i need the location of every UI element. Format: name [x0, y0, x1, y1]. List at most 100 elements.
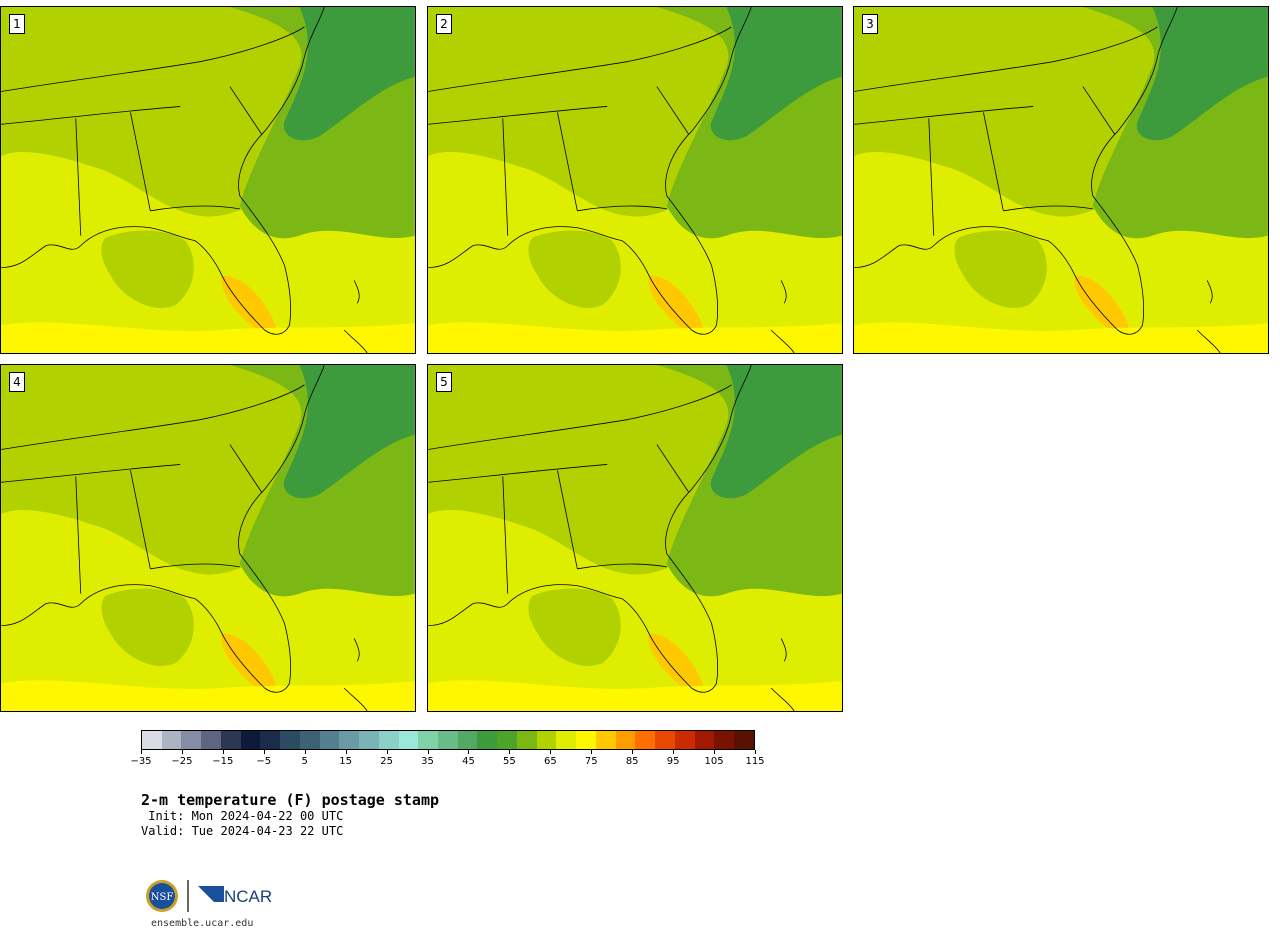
nsf-ncar-logo-icon: NSF NCAR	[146, 880, 272, 912]
temperature-map	[428, 7, 842, 353]
boundary-line	[557, 112, 578, 211]
colorbar-swatch	[457, 731, 478, 749]
stamp-panel-2: 2	[427, 6, 843, 354]
colorbar-tick	[263, 750, 265, 754]
colorbar-tick	[632, 750, 634, 754]
colorbar-tick-label: −35	[130, 756, 152, 767]
boundary-line	[150, 205, 240, 212]
colorbar-tick	[673, 750, 675, 754]
colorbar-ticks: −35 −25 −15 −5 5 15 25 35 45 55 65 75 85 95 105 115	[130, 750, 765, 774]
colorbar-swatch	[674, 731, 695, 749]
boundary-line	[1206, 280, 1213, 304]
colorbar-tick-label: 75	[584, 756, 598, 767]
colorbar-tick	[714, 750, 716, 754]
boundary-line	[1082, 86, 1116, 135]
temperature-map	[854, 7, 1268, 353]
boundary-line	[557, 470, 578, 569]
boundary-line	[75, 476, 82, 594]
temperature-region	[710, 7, 842, 141]
colorbar-swatch	[438, 731, 458, 749]
boundary-line	[1003, 205, 1093, 212]
boundary-line	[428, 7, 752, 335]
boundary-line	[229, 86, 263, 135]
ncar-logo-text: NCAR	[224, 887, 272, 906]
colorbar-swatch	[497, 731, 517, 749]
colorbar-swatch	[694, 731, 715, 749]
colorbar-swatch	[734, 731, 754, 749]
colorbar-swatch	[418, 731, 439, 749]
boundary-line	[428, 26, 732, 92]
colorbar-tick	[550, 750, 552, 754]
boundary-line	[130, 470, 151, 569]
panel-number-label: 2	[436, 14, 452, 34]
boundary-line	[1, 106, 181, 125]
temperature-region	[221, 633, 276, 694]
colorbar-swatch	[161, 731, 182, 749]
colorbar-tick-label: 115	[745, 756, 765, 767]
boundary-line	[656, 444, 690, 493]
boundary-line	[229, 444, 263, 493]
boundary-line	[928, 118, 935, 236]
boundary-line	[75, 118, 82, 236]
colorbar-tick	[591, 750, 593, 754]
colorbar-swatch	[378, 731, 399, 749]
colorbar-tick	[304, 750, 306, 754]
colorbar-tick-label: 25	[380, 756, 393, 767]
colorbar-swatch	[339, 731, 360, 749]
colorbar-tick-label: 45	[462, 756, 475, 767]
boundary-line	[353, 638, 360, 662]
boundary-line	[1196, 329, 1221, 353]
boundary-line	[1, 384, 305, 450]
boundary-line	[502, 118, 509, 236]
temperature-map	[1, 7, 415, 353]
boundary-line	[1, 26, 305, 92]
temperature-map	[1, 365, 415, 711]
boundary-line	[428, 365, 752, 693]
boundary-line	[428, 106, 608, 125]
colorbar-swatch	[240, 731, 261, 749]
stamp-panel-3: 3	[853, 6, 1269, 354]
boundary-line	[428, 384, 732, 450]
colorbar-swatch	[201, 731, 221, 749]
colorbar-tick	[345, 750, 347, 754]
boundary-line	[150, 563, 240, 570]
temperature-region	[1, 322, 415, 353]
temperature-region	[648, 275, 703, 336]
colorbar-swatch	[299, 731, 320, 749]
colorbar-swatch	[615, 731, 636, 749]
temperature-region	[221, 275, 276, 336]
boundary-line	[1, 7, 325, 335]
colorbar-swatch	[477, 731, 498, 749]
boundary-line	[1, 365, 325, 693]
colorbar-swatch	[181, 731, 202, 749]
colorbar-tick	[468, 750, 470, 754]
panel-number-label: 5	[436, 372, 452, 392]
colorbar-tick	[222, 750, 224, 754]
colorbar-swatch	[536, 731, 557, 749]
colorbar-tick	[181, 750, 183, 754]
colorbar-tick-label: 5	[301, 756, 308, 767]
panel-number-label: 1	[9, 14, 25, 34]
temperature-region	[101, 588, 194, 666]
chart-title: 2-m temperature (F) postage stamp	[141, 791, 440, 809]
colorbar-tick-label: 55	[503, 756, 516, 767]
boundary-line	[780, 280, 787, 304]
colorbar-tick-label: 15	[339, 756, 353, 767]
colorbar-swatch	[280, 731, 300, 749]
boundary-line	[577, 563, 667, 570]
colorbar-swatch	[714, 731, 735, 749]
boundary-line	[770, 687, 795, 711]
boundary-line	[854, 7, 1178, 335]
stamp-panel-1: 1	[0, 6, 416, 354]
temperature-map	[428, 365, 842, 711]
boundary-line	[780, 638, 787, 662]
colorbar-tick	[386, 750, 388, 754]
boundary-line	[353, 280, 360, 304]
colorbar-tick-label: 105	[704, 756, 724, 767]
colorbar-swatch	[635, 731, 656, 749]
temperature-region	[854, 322, 1268, 353]
colorbar-tick-label: −5	[256, 756, 272, 767]
init-time: Init: Mon 2024-04-22 00 UTC	[141, 809, 344, 823]
colorbar-swatch	[359, 731, 379, 749]
colorbar-swatch	[595, 731, 616, 749]
